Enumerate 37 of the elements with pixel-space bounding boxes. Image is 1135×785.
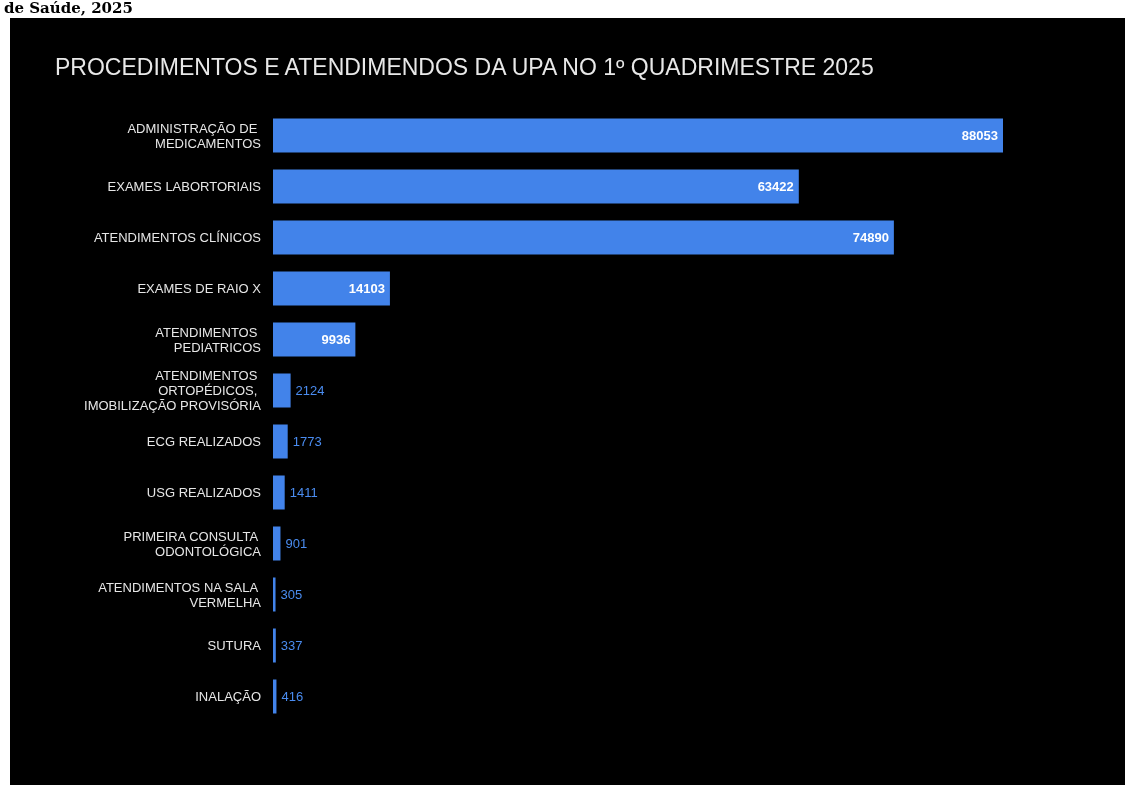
y-tick-label: USG REALIZADOS bbox=[146, 485, 262, 500]
y-tick-label: PRIMEIRA CONSULTA ODONTOLÓGICA bbox=[123, 528, 262, 559]
y-tick-label: ATENDIMENTOS ORTOPÉDICOS, IMOBILIZAÇÃO PROVISÓRIA bbox=[84, 368, 262, 413]
bar bbox=[273, 475, 285, 510]
bar bbox=[273, 118, 1003, 153]
text: de Saúde, 2025 bbox=[4, 0, 133, 17]
data-label: 1773 bbox=[292, 434, 322, 449]
y-tick-label: SUTURA bbox=[207, 638, 262, 653]
y-tick-label: ATENDIMENTOS NA SALA VERMELHA bbox=[98, 579, 262, 610]
data-label: 1411 bbox=[289, 485, 318, 500]
data-label: 416 bbox=[281, 689, 304, 704]
chart-title: PROCEDIMENTOS E ATENDIMENDOS DA UPA NO 1º QUADRIMESTRE 2025 bbox=[55, 53, 874, 80]
data-label: 14103 bbox=[348, 281, 385, 296]
data-label: 88053 bbox=[961, 128, 998, 143]
y-tick-label: INALAÇÃO bbox=[195, 689, 261, 704]
bar bbox=[273, 373, 291, 408]
y-tick-label: EXAMES LABORTORIAIS bbox=[107, 179, 262, 194]
bar bbox=[273, 424, 288, 459]
bar bbox=[273, 169, 799, 204]
bar bbox=[273, 628, 276, 663]
bar bbox=[273, 220, 894, 255]
y-tick-label: ADMINISTRAÇÃO DE MEDICAMENTOS bbox=[127, 120, 262, 151]
data-label: 2124 bbox=[295, 383, 325, 398]
bar bbox=[273, 271, 390, 306]
data-label: 305 bbox=[280, 587, 303, 602]
bar bbox=[273, 526, 281, 561]
bar bbox=[273, 577, 276, 612]
bar bbox=[273, 322, 356, 357]
data-label: 337 bbox=[280, 638, 303, 653]
data-label: 9936 bbox=[321, 332, 351, 347]
y-tick-label: ECG REALIZADOS bbox=[146, 434, 262, 449]
y-tick-label: ATENDIMENTOS PEDIATRICOS bbox=[155, 324, 262, 355]
y-tick-label: EXAMES DE RAIO X bbox=[137, 281, 262, 296]
data-label: 63422 bbox=[757, 179, 794, 194]
data-label: 901 bbox=[285, 536, 308, 551]
data-label: 74890 bbox=[852, 230, 889, 245]
y-tick-label: ATENDIMENTOS CLÍNICOS bbox=[93, 230, 262, 245]
